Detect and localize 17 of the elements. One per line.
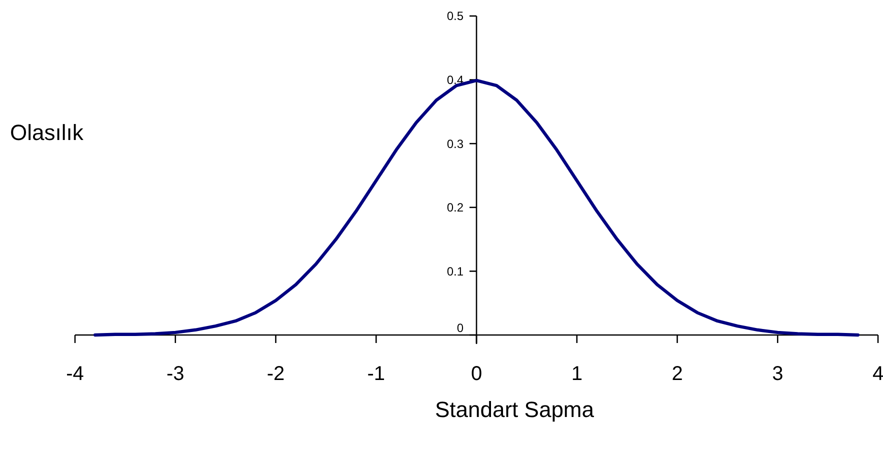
y-axis-title: Olasılık bbox=[10, 120, 84, 145]
x-tick-label: 3 bbox=[772, 363, 784, 385]
y-tick-label: 0.3 bbox=[446, 136, 464, 151]
x-tick-label: 2 bbox=[672, 363, 683, 385]
x-tick-label: -1 bbox=[367, 363, 386, 385]
x-tick-label: 4 bbox=[872, 363, 883, 385]
x-tick-label: 1 bbox=[571, 363, 582, 385]
x-tick-label: -3 bbox=[166, 363, 184, 385]
x-tick-label: -4 bbox=[66, 363, 84, 385]
x-tick-label: 0 bbox=[470, 363, 482, 385]
y-tick-label: 0.4 bbox=[446, 73, 464, 87]
y-tick-label: 0.2 bbox=[446, 200, 464, 215]
y-tick-label: 0.5 bbox=[446, 9, 464, 24]
x-tick-label: -2 bbox=[266, 363, 285, 385]
y-tick-label: 0.1 bbox=[446, 264, 464, 278]
x-axis-title: Standart Sapma bbox=[435, 397, 595, 422]
y-tick-label: 0 bbox=[456, 321, 464, 335]
